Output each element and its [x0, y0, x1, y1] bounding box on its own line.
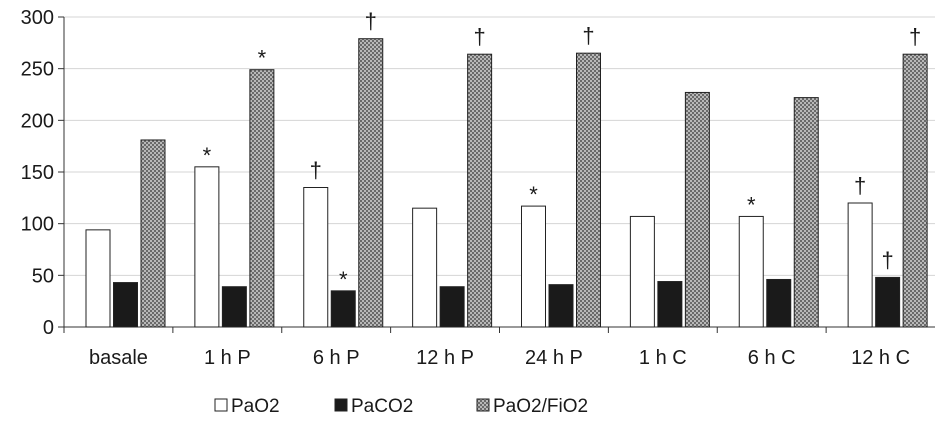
significance-dagger: † [882, 247, 894, 272]
x-tick-label: 24 h P [525, 347, 583, 369]
bar-paco2 [439, 286, 465, 328]
significance-asterisk: * [747, 192, 756, 217]
y-tick-label: 100 [21, 214, 54, 236]
tick-labels: 0 50 100 150 200 250 300 basale 1 h P 6 h P 12 h P… [21, 7, 910, 369]
bars [85, 38, 928, 328]
significance-asterisk: * [339, 267, 348, 292]
bar-pao2-fio2 [684, 91, 710, 328]
significance-dagger: † [474, 24, 486, 49]
bar-pao2 [521, 205, 546, 328]
significance-markers: * * † * † † * † * † † † [203, 9, 922, 292]
significance-asterisk: * [203, 143, 212, 168]
bar-pao2-fio2 [902, 53, 928, 328]
legend: PaO2 PaCO2 PaO2/FiO2 [214, 396, 588, 417]
bar-pao2 [194, 166, 220, 328]
bar-pao2-fio2 [249, 69, 275, 328]
significance-asterisk: * [258, 46, 267, 71]
x-tick-label: 6 h C [748, 347, 796, 369]
bar-paco2 [221, 286, 247, 328]
bar-pao2-fio2 [793, 97, 819, 328]
bar-pao2 [85, 229, 111, 328]
legend-swatch [214, 398, 228, 412]
bar-paco2 [657, 281, 683, 328]
bar-paco2 [875, 276, 901, 328]
bar-paco2 [330, 290, 356, 328]
legend-label: PaO2/FiO2 [493, 396, 588, 417]
bar-pao2-fio2 [576, 52, 601, 328]
y-tick-label: 200 [21, 110, 54, 132]
bar-pao2 [847, 202, 873, 328]
bar-paco2 [548, 284, 574, 328]
significance-asterisk: * [529, 182, 538, 207]
y-tick-label: 250 [21, 59, 54, 81]
significance-dagger: † [310, 158, 322, 183]
legend-label: PaO2 [231, 396, 280, 417]
significance-dagger: † [582, 23, 594, 48]
y-tick-label: 50 [32, 265, 54, 287]
legend-label: PaCO2 [351, 396, 413, 417]
legend-swatch [334, 398, 348, 412]
y-tick-label: 0 [43, 317, 54, 339]
significance-dagger: † [854, 173, 866, 198]
bar-pao2 [629, 215, 655, 328]
x-tick-label: 1 h C [639, 347, 687, 369]
x-tick-label: 12 h C [851, 347, 910, 369]
significance-dagger: † [909, 24, 921, 49]
legend-swatch [476, 398, 490, 412]
x-tick-label: basale [89, 347, 148, 369]
bar-pao2-fio2 [140, 139, 166, 328]
y-tick-label: 300 [21, 7, 54, 29]
significance-dagger: † [365, 9, 377, 34]
bar-pao2-fio2 [467, 53, 493, 328]
bar-paco2 [766, 278, 792, 328]
bar-pao2-fio2 [358, 38, 384, 328]
bar-pao2 [738, 215, 764, 328]
bar-pao2 [412, 207, 438, 328]
bar-pao2 [303, 187, 329, 328]
x-tick-label: 1 h P [204, 347, 251, 369]
bar-paco2 [113, 282, 138, 328]
x-tick-label: 6 h P [313, 347, 360, 369]
y-tick-label: 150 [21, 162, 54, 184]
x-tick-label: 12 h P [416, 347, 474, 369]
